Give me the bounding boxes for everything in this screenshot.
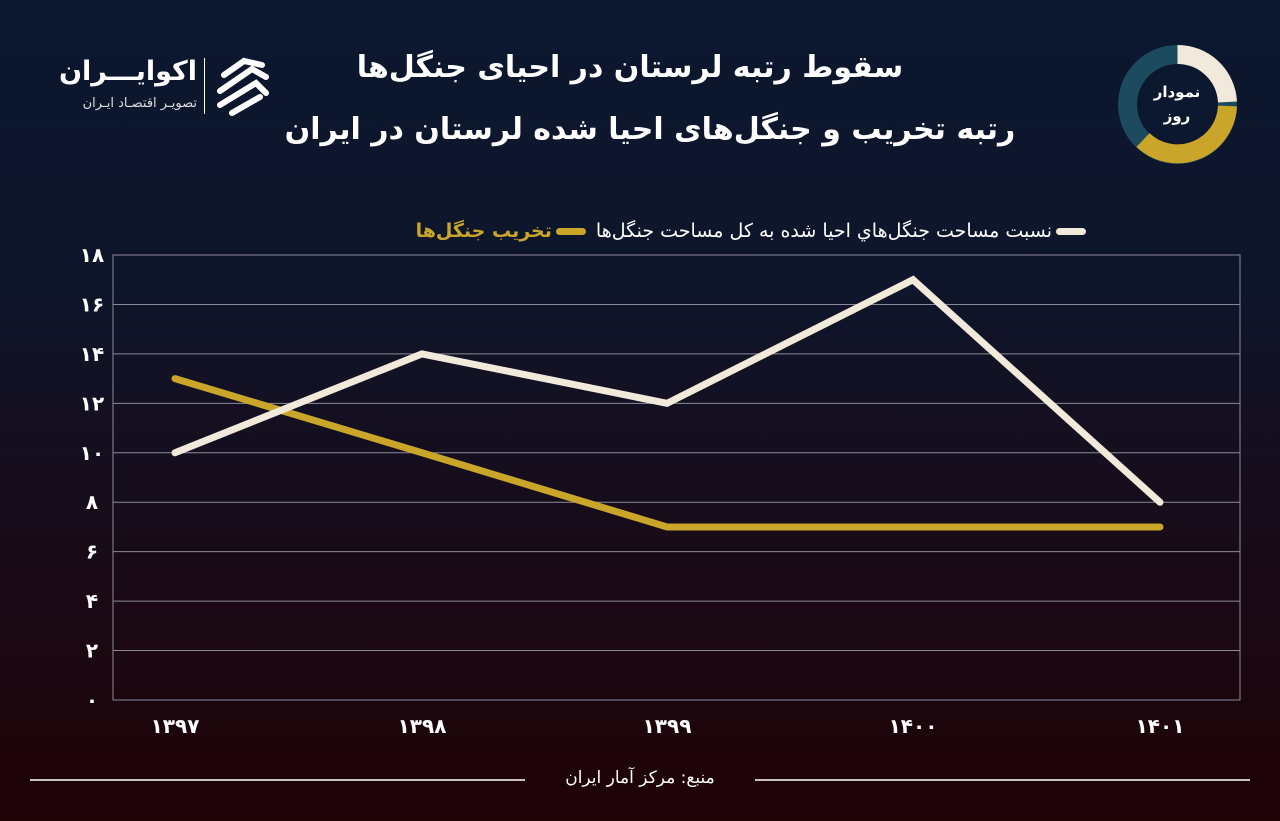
logo-divider xyxy=(204,58,205,114)
x-tick-label: ۱۳۹۷ xyxy=(151,714,200,738)
data-point xyxy=(1158,500,1162,505)
y-tick-label: ۱۴ xyxy=(80,342,104,366)
y-tick-label: ۱۸ xyxy=(80,243,104,267)
nemoodar-rooz-badge-icon xyxy=(1118,44,1237,164)
data-point xyxy=(1158,524,1162,529)
badge-label: نمودار روز xyxy=(1153,83,1201,125)
logo-name: اکوایـــران xyxy=(58,56,197,87)
legend-swatch-gold xyxy=(555,228,586,235)
data-point xyxy=(420,450,424,455)
legend-swatch-white xyxy=(1056,228,1086,235)
chart-subtitle: رتبه تخریب و جنگل‌های احیا شده لرستان در… xyxy=(284,112,1016,147)
x-tick-label: ۱۳۹۹ xyxy=(643,714,692,738)
y-tick-label: ۶ xyxy=(86,540,98,564)
legend-item-white: نسبت مساحت جنگل‌هاي احيا شده به کل مساحت… xyxy=(596,220,1090,242)
data-point xyxy=(911,524,915,529)
x-tick-label: ۱۴۰۰ xyxy=(889,714,938,738)
y-tick-label: ۱۶ xyxy=(80,292,104,316)
y-tick-label: ۱۰ xyxy=(80,441,104,465)
legend: نسبت مساحت جنگل‌هاي احيا شده به کل مساحت… xyxy=(220,220,1090,242)
logo-mark-icon xyxy=(217,57,269,116)
data-point xyxy=(665,401,669,406)
legend-item-gold: تخریب جنگل‌ها xyxy=(416,220,590,242)
legend-label-gold: تخریب جنگل‌ها xyxy=(415,220,552,242)
legend-label-white: نسبت مساحت جنگل‌هاي احيا شده به کل مساحت… xyxy=(595,220,1052,242)
plot-frame xyxy=(112,254,1241,701)
x-tick-label: ۱۳۹۸ xyxy=(398,714,447,738)
y-tick-label: ۱۲ xyxy=(80,391,104,415)
data-point xyxy=(665,524,669,529)
data-point xyxy=(911,277,915,282)
y-tick-label: ۴ xyxy=(86,589,98,613)
y-tick-label: ۸ xyxy=(86,490,98,514)
source-note: منبع: مرکز آمار ایران xyxy=(565,768,715,788)
x-tick-label: ۱۴۰۱ xyxy=(1136,714,1185,738)
y-tick-label: ۰ xyxy=(86,688,98,712)
series-line xyxy=(171,275,1164,506)
data-point xyxy=(173,450,177,455)
data-point xyxy=(420,351,424,356)
chart-title: سقوط رتبه لرستان در احیای جنگل‌ها xyxy=(356,50,904,85)
logo-tagline: تصویـر اقتصـاد ایـران xyxy=(82,96,197,111)
y-tick-label: ۲ xyxy=(86,639,98,663)
source-lines xyxy=(30,779,1250,781)
data-point xyxy=(173,376,177,381)
